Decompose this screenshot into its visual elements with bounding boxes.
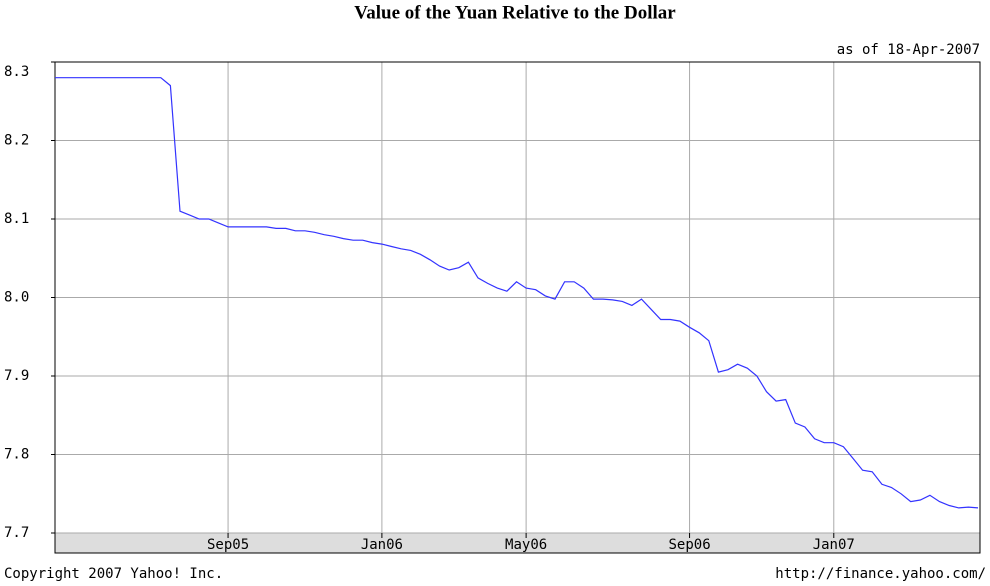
- plot-frame: [54, 61, 981, 554]
- x-tick-label: Jan07: [813, 537, 855, 553]
- copyright: Copyright 2007 Yahoo! Inc.: [4, 566, 223, 582]
- y-tick-label: 8.3: [4, 64, 29, 80]
- y-tick-label: 8.1: [4, 211, 29, 227]
- chart-title: Value of the Yuan Relative to the Dollar: [354, 2, 676, 23]
- x-tick-label: Sep05: [207, 537, 249, 553]
- source: http://finance.yahoo.com/: [775, 566, 986, 582]
- y-tick-label: 8.0: [4, 290, 29, 306]
- subtitle: as of 18-Apr-2007: [837, 42, 980, 58]
- y-tick-label: 8.2: [4, 133, 29, 149]
- y-tick-label: 7.8: [4, 447, 29, 463]
- y-tick-label: 7.9: [4, 368, 29, 384]
- x-tick-label: Jan06: [361, 537, 403, 553]
- x-tick-label: Sep06: [668, 537, 710, 553]
- y-tick-label: 7.7: [4, 525, 29, 541]
- line: [55, 77, 979, 509]
- x-tick-label: May06: [505, 537, 547, 553]
